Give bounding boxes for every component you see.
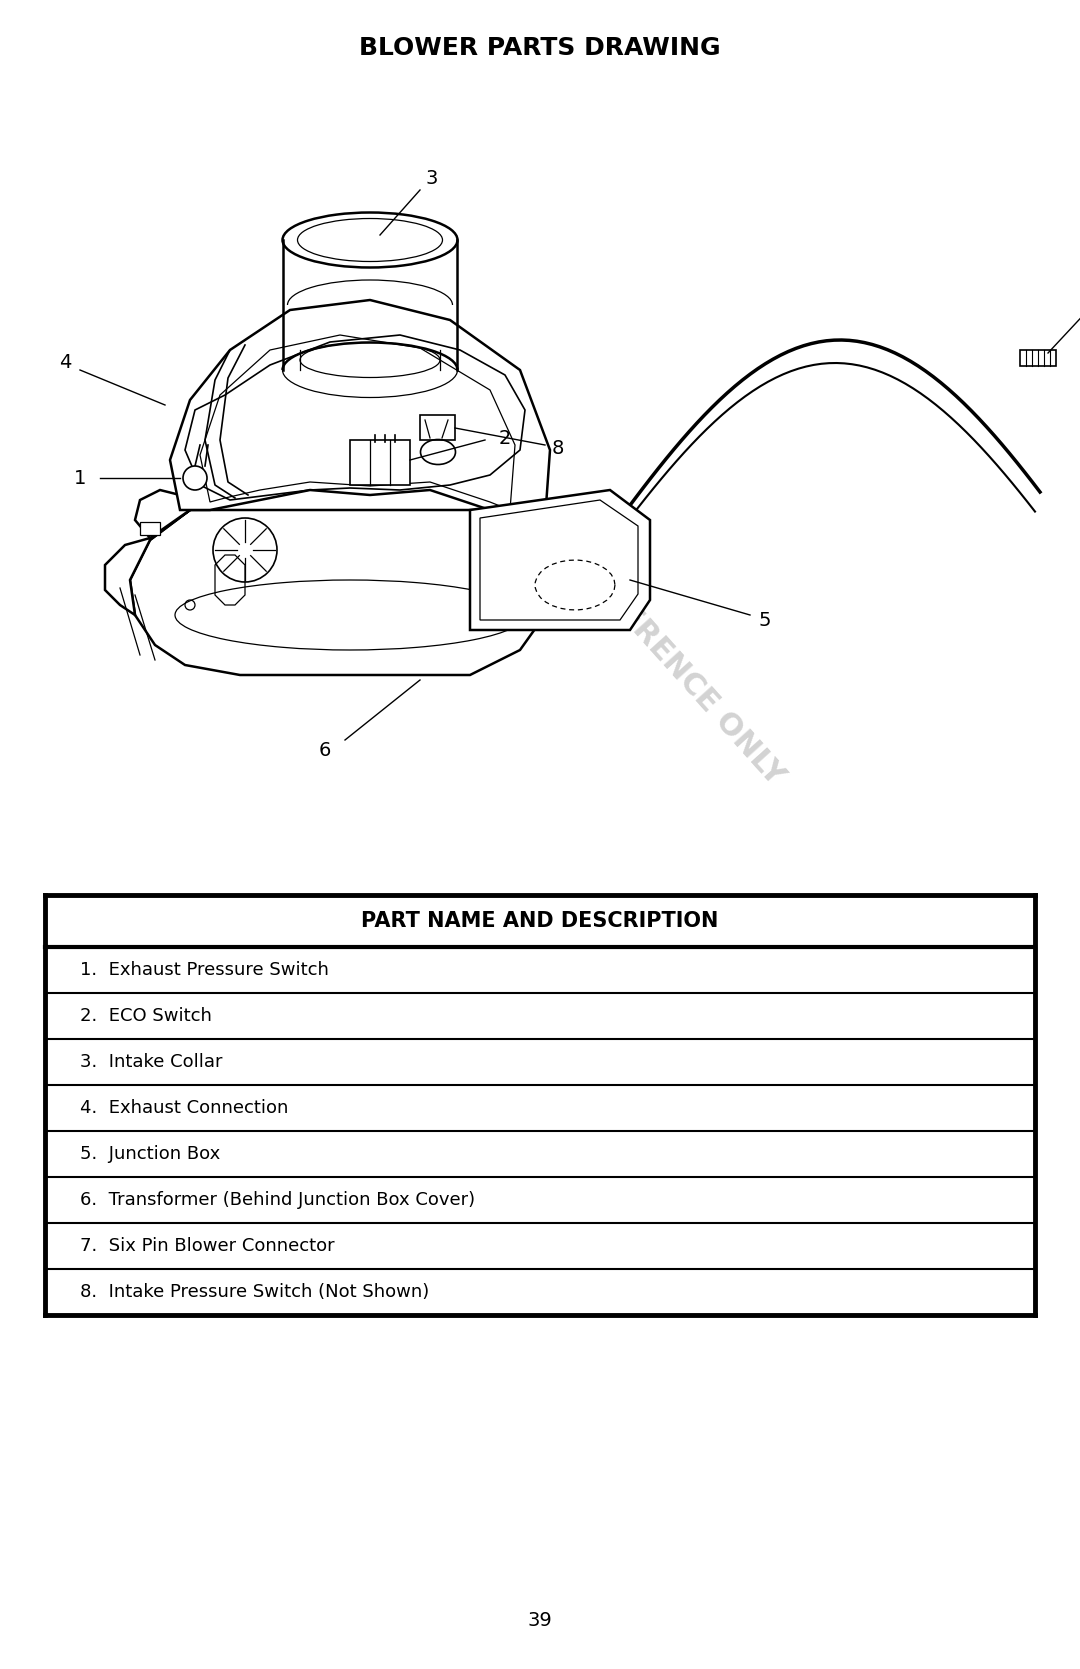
Polygon shape	[350, 441, 410, 486]
Text: 8.  Intake Pressure Switch (Not Shown): 8. Intake Pressure Switch (Not Shown)	[80, 1283, 429, 1302]
Polygon shape	[420, 416, 455, 441]
Polygon shape	[140, 522, 160, 536]
Text: BLOWER PARTS DRAWING: BLOWER PARTS DRAWING	[360, 37, 720, 60]
Circle shape	[183, 466, 207, 491]
Text: 6: 6	[319, 741, 332, 759]
Text: 4.  Exhaust Connection: 4. Exhaust Connection	[80, 1098, 288, 1117]
Text: 5: 5	[759, 611, 771, 629]
Text: 5.  Junction Box: 5. Junction Box	[80, 1145, 220, 1163]
Polygon shape	[1020, 350, 1056, 366]
Text: 6.  Transformer (Behind Junction Box Cover): 6. Transformer (Behind Junction Box Cove…	[80, 1192, 475, 1208]
Text: 8: 8	[552, 439, 564, 457]
Text: 2.  ECO Switch: 2. ECO Switch	[80, 1006, 212, 1025]
Text: 1.  Exhaust Pressure Switch: 1. Exhaust Pressure Switch	[80, 961, 329, 980]
Polygon shape	[130, 511, 550, 674]
Text: INSPECTION FOR REFERENCE ONLY: INSPECTION FOR REFERENCE ONLY	[369, 329, 791, 791]
Text: 3.  Intake Collar: 3. Intake Collar	[80, 1053, 222, 1071]
Polygon shape	[105, 511, 190, 614]
Text: 3: 3	[426, 169, 438, 187]
Polygon shape	[170, 300, 550, 531]
Text: 7.  Six Pin Blower Connector: 7. Six Pin Blower Connector	[80, 1237, 335, 1255]
Polygon shape	[470, 491, 650, 629]
Polygon shape	[135, 491, 190, 537]
Text: 4: 4	[58, 352, 71, 372]
Text: 2: 2	[499, 429, 511, 447]
Text: 39: 39	[528, 1611, 552, 1629]
Text: PART NAME AND DESCRIPTION: PART NAME AND DESCRIPTION	[362, 911, 718, 931]
Text: 1: 1	[73, 469, 86, 487]
